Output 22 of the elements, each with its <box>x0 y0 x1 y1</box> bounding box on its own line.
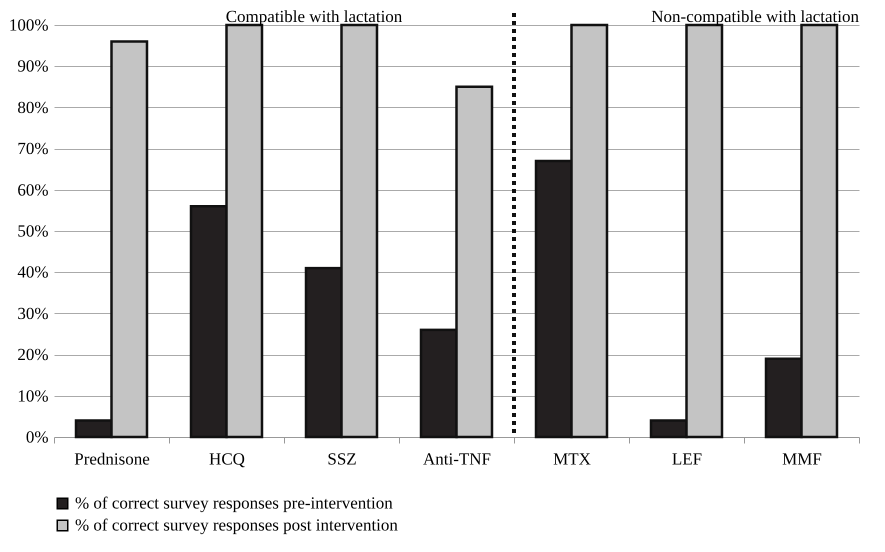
x-tick-label: MTX <box>553 450 591 468</box>
x-tick-label: SSZ <box>327 450 357 468</box>
y-tick-label: 40% <box>17 262 48 282</box>
x-tick-label: Prednisone <box>74 450 150 468</box>
x-tick-label: HCQ <box>209 450 245 468</box>
y-tick-label: 30% <box>17 304 48 323</box>
y-tick-label: 100% <box>8 16 48 34</box>
annotation: Compatible with lactation <box>226 7 403 26</box>
y-tick-label: 20% <box>17 345 48 364</box>
y-tick-label: 10% <box>17 386 48 406</box>
x-tick-label: MMF <box>782 450 822 468</box>
y-tick-label: 50% <box>17 222 48 240</box>
legend-label: % of correct survey responses post intervention <box>75 516 398 534</box>
x-tick-label: Anti-TNF <box>423 450 491 468</box>
legend-label: % of correct survey responses pre-intervention <box>75 494 394 512</box>
annotation: Non-compatible with lactation <box>651 7 860 26</box>
y-tick-label: 70% <box>17 139 48 158</box>
y-tick-label: 90% <box>17 56 48 76</box>
y-tick-label: 0% <box>26 428 48 446</box>
y-tick-label: 80% <box>17 98 48 117</box>
x-tick-label: LEF <box>672 450 702 468</box>
y-tick-label: 60% <box>17 180 48 200</box>
